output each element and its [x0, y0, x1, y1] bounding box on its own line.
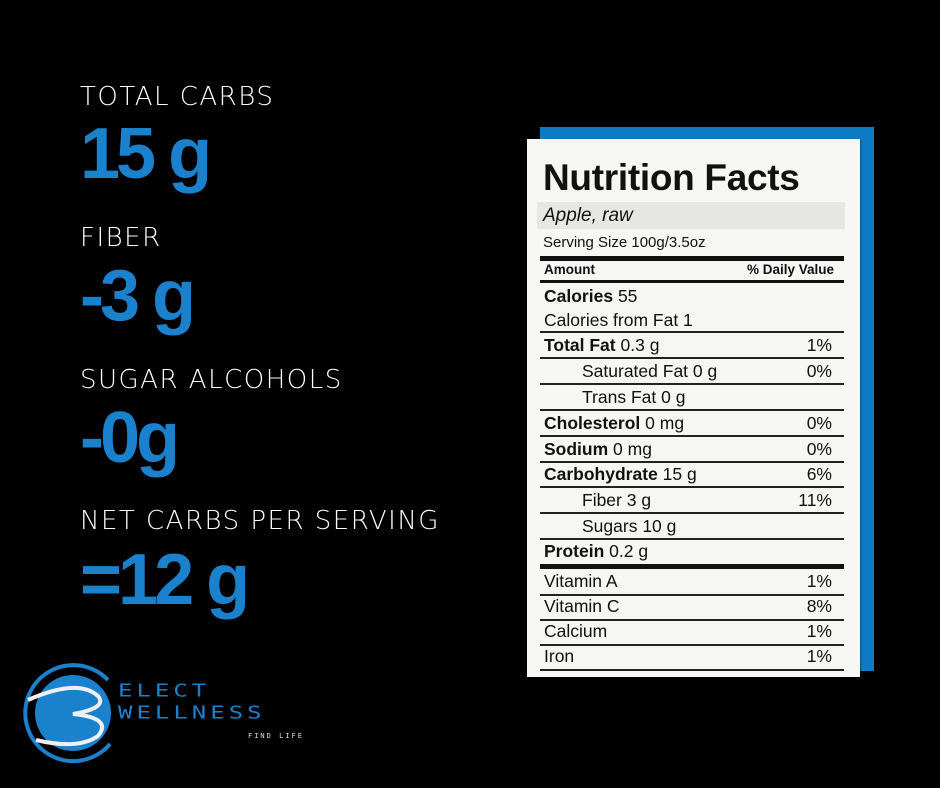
serving-size: Serving Size 100g/3.5oz [543, 234, 706, 251]
calories-value: 55 [617, 286, 638, 306]
stat-label: TOTAL CARBS [80, 82, 275, 112]
stat-value: 15 g [80, 114, 212, 194]
stat-value: -3 g [80, 256, 196, 336]
stat-label: NET CARBS PER SERVING [80, 506, 440, 536]
daily-value-header: % Daily Value [746, 262, 834, 277]
vitamin-row: Iron 1% [544, 646, 832, 666]
food-name: Apple, raw [537, 202, 845, 229]
divider [540, 435, 844, 437]
brand-tagline: FIND LIFE [248, 732, 304, 740]
nutrient-row-trans-fat: Trans Fat 0 g [582, 387, 686, 407]
vitamin-row: Vitamin C 8% [544, 596, 832, 616]
divider [540, 280, 844, 283]
brand-logo: ELECT WELLNESS FIND LIFE [18, 658, 338, 768]
divider [540, 538, 844, 540]
nutrient-row-saturated-fat: Saturated Fat 0 g 0% [582, 361, 832, 381]
nutrient-row-sugars: Sugars 10 g [582, 516, 677, 536]
nutrient-row-carbohydrate: Carbohydrate 15 g 6% [544, 464, 832, 484]
nutrition-facts-label: Nutrition Facts Apple, raw Serving Size … [527, 139, 860, 677]
divider [540, 461, 844, 463]
calories-fat-row: Calories from Fat 1 [544, 310, 693, 330]
brand-line1: ELECT [118, 680, 211, 701]
divider [540, 644, 844, 646]
stat-value: =12 g [80, 540, 250, 620]
calories-row: Calories 55 [544, 285, 832, 307]
divider [540, 564, 844, 569]
divider [540, 409, 844, 411]
divider [540, 383, 844, 385]
divider [540, 256, 844, 261]
divider [540, 357, 844, 359]
nutrient-row-fiber: Fiber 3 g 11% [582, 490, 832, 510]
logo-globe-icon [23, 663, 112, 764]
vitamin-row: Vitamin A 1% [544, 571, 832, 591]
nutrient-row-cholesterol: Cholesterol 0 mg 0% [544, 413, 832, 433]
divider [540, 594, 844, 596]
divider [540, 619, 844, 621]
stat-value: -0g [80, 398, 180, 478]
calories-label: Calories [544, 286, 614, 306]
divider [540, 486, 844, 488]
stat-label: SUGAR ALCOHOLS [80, 365, 343, 395]
brand-line2: WELLNESS [118, 702, 266, 723]
amount-header: Amount [544, 262, 595, 277]
vitamin-row: Calcium 1% [544, 621, 832, 641]
divider [540, 669, 844, 671]
nutrient-row-total-fat: Total Fat 0.3 g 1% [544, 335, 832, 355]
nutrient-row-protein: Protein 0.2 g [544, 541, 649, 561]
divider [540, 512, 844, 514]
divider [540, 331, 844, 333]
nutrient-row-sodium: Sodium 0 mg 0% [544, 439, 832, 459]
label-header: Amount % Daily Value [544, 262, 834, 277]
label-title: Nutrition Facts [543, 157, 800, 198]
stat-label: FIBER [80, 223, 162, 253]
